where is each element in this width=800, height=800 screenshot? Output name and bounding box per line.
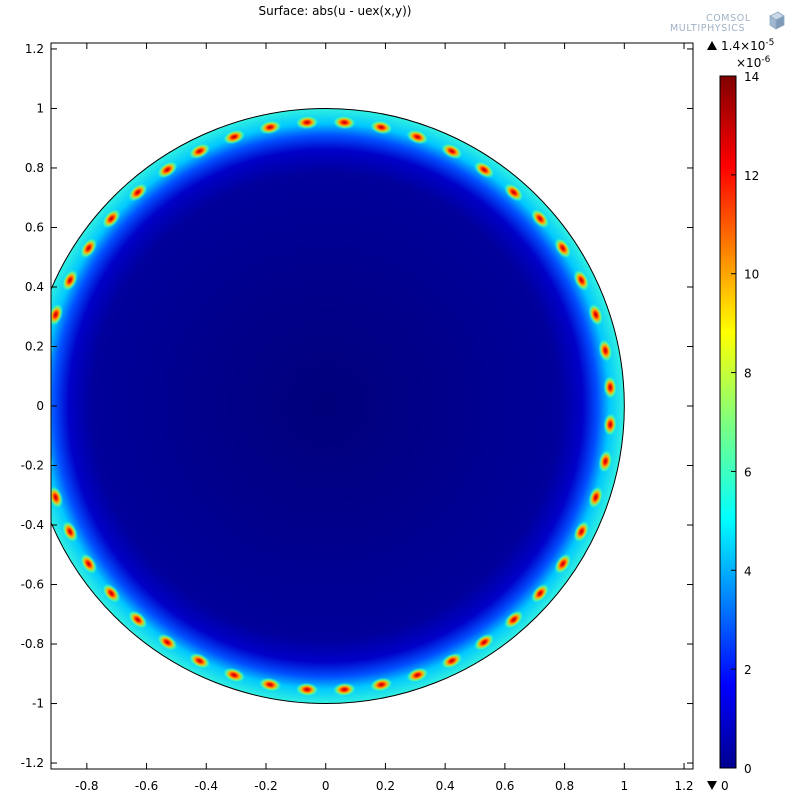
min-triangle-icon <box>707 781 717 790</box>
hotspot <box>51 303 64 327</box>
hotspot <box>156 160 178 179</box>
hotspot <box>598 449 613 474</box>
colorbar-tick-label: 2 <box>744 663 752 677</box>
hotspot <box>598 338 613 363</box>
colorbar: 0 2 4 6 8 10 12 14 ×10-6 1.4×10-5 0 <box>707 38 774 793</box>
colorbar-max-marker: 1.4×10-5 <box>721 38 774 53</box>
hotspot <box>222 667 246 683</box>
y-tick-label: -0.4 <box>21 518 44 532</box>
hotspot <box>473 160 495 179</box>
x-tick-label: 0.6 <box>495 779 514 793</box>
hotspot <box>530 208 550 229</box>
x-tick-label: -0.4 <box>195 779 218 793</box>
hotspot <box>79 553 98 575</box>
hotspot <box>369 677 394 692</box>
colorbar-gradient <box>719 75 737 769</box>
colorbar-tick-label: 12 <box>744 169 759 183</box>
y-tick-label: -0.8 <box>21 637 44 651</box>
colorbar-tick-label: 10 <box>744 268 759 282</box>
hotspot <box>127 182 148 202</box>
hotspot <box>188 652 211 670</box>
hotspot <box>440 142 464 160</box>
boundary-hotspots <box>33 115 618 697</box>
colorbar-tick-label: 6 <box>744 465 752 479</box>
colorbar-tick-label: 14 <box>744 70 759 84</box>
hotspot <box>588 303 604 327</box>
disk-field <box>51 108 625 704</box>
y-tick-label: 0 <box>36 399 44 413</box>
hotspot <box>603 412 618 437</box>
comsol-logo: COMSOL MULTIPHYSICS <box>670 11 785 34</box>
hotspot <box>156 633 178 652</box>
chart-title: Surface: abs(u - uex(x,y)) <box>259 4 412 18</box>
x-tick-label: 1.2 <box>674 779 693 793</box>
hotspot <box>553 553 572 575</box>
y-tick-label: -1 <box>32 697 44 711</box>
hotspot <box>440 652 464 670</box>
y-tick-label: -0.2 <box>21 459 44 473</box>
hotspot <box>332 682 357 697</box>
x-tick-label: 1 <box>621 779 629 793</box>
hotspot <box>503 610 524 630</box>
hotspot <box>222 129 246 145</box>
hotspot <box>295 682 320 697</box>
hotspot <box>101 208 121 229</box>
hotspot <box>369 120 394 135</box>
y-axis: 1.2 1 0.8 0.6 0.4 0.2 0 -0.2 -0.4 -0.6 -0.8 -1 -1.2 <box>21 42 693 770</box>
colorbar-min-marker: 0 <box>721 779 729 793</box>
x-tick-label: -0.8 <box>75 779 98 793</box>
hotspot <box>332 115 357 130</box>
hotspot <box>405 667 429 683</box>
logo-line-1: COMSOL <box>706 13 751 24</box>
hotspot <box>61 269 79 292</box>
x-tick-label: 0 <box>322 779 330 793</box>
hotspot <box>295 115 320 130</box>
colorbar-tick-label: 0 <box>744 762 752 776</box>
hotspot <box>573 269 590 292</box>
hotspot <box>258 120 282 135</box>
hotspot <box>127 610 148 630</box>
colorbar-tick-label: 8 <box>744 367 752 381</box>
hotspot <box>101 583 121 604</box>
hotspot <box>530 583 550 604</box>
y-tick-label: 0.2 <box>25 339 44 353</box>
x-tick-label: 0.2 <box>376 779 395 793</box>
y-tick-label: 1 <box>36 101 44 115</box>
hotspot <box>603 375 618 400</box>
hotspot <box>51 485 64 509</box>
colorbar-tick-label: 4 <box>744 564 752 578</box>
colorbar-ticks: 0 2 4 6 8 10 12 14 <box>731 70 759 776</box>
x-tick-label: 0.4 <box>436 779 455 793</box>
y-tick-label: 1.2 <box>25 42 44 56</box>
hotspot <box>553 237 572 259</box>
x-tick-label: 0.8 <box>555 779 574 793</box>
y-tick-label: -1.2 <box>21 756 44 770</box>
hotspot <box>33 375 49 400</box>
disk-boundary <box>51 108 625 704</box>
x-tick-label: -0.2 <box>254 779 277 793</box>
max-triangle-icon <box>707 41 717 50</box>
hotspot <box>473 633 495 652</box>
hotspot <box>405 129 429 145</box>
y-tick-label: 0.8 <box>25 161 44 175</box>
hotspot <box>503 182 524 202</box>
surface-plot <box>33 108 625 704</box>
y-tick-label: -0.6 <box>21 578 44 592</box>
x-axis: -0.8 -0.6 -0.4 -0.2 0 0.2 0.4 0.6 0.8 1 1.2 <box>75 43 694 793</box>
hotspot <box>61 520 79 543</box>
y-tick-label: 0.4 <box>25 280 44 294</box>
hotspot <box>33 412 49 437</box>
hotspot <box>588 485 604 509</box>
colorbar-scale-label: ×10-6 <box>736 55 771 70</box>
hotspot <box>258 677 282 692</box>
cube-icon <box>769 11 785 30</box>
hotspot <box>573 520 590 543</box>
hotspot <box>188 142 211 160</box>
hotspot <box>79 237 98 259</box>
logo-line-2: MULTIPHYSICS <box>670 23 745 34</box>
x-tick-label: -0.6 <box>135 779 158 793</box>
y-tick-label: 0.6 <box>25 220 44 234</box>
